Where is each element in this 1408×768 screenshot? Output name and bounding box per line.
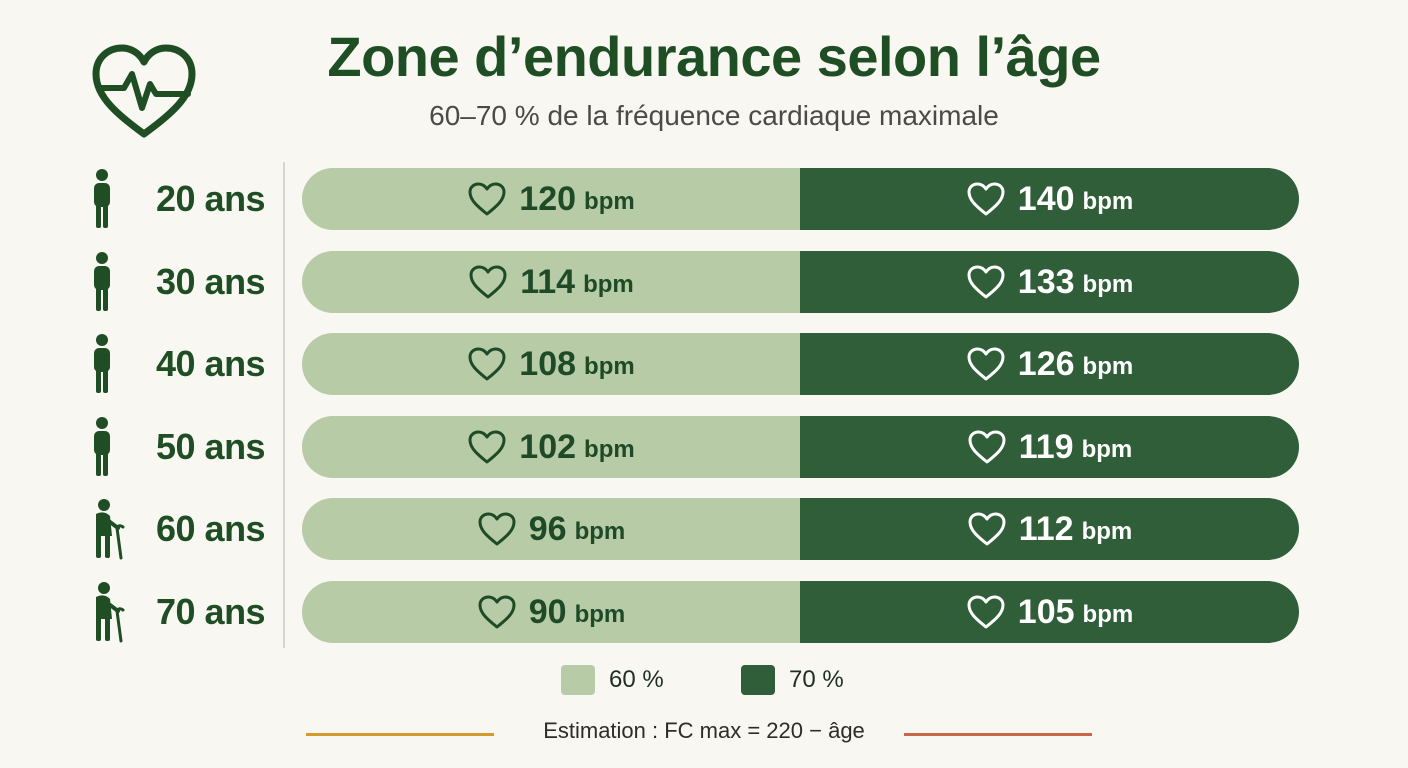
bar-value-label: 126 bbox=[1017, 344, 1075, 383]
bar-segment-70: 112 bpm bbox=[800, 498, 1299, 560]
heart-outline-icon bbox=[469, 265, 507, 299]
bar-segment-70: 133 bpm bbox=[800, 251, 1299, 313]
bar-value-label: 112 bbox=[1018, 509, 1074, 548]
legend-swatch-high bbox=[741, 665, 775, 695]
bar-value-label: 119 bbox=[1018, 427, 1074, 466]
row-label: 60 ans bbox=[88, 498, 266, 560]
bar-segment-70: 140 bpm bbox=[800, 168, 1299, 230]
person-icon-wrap bbox=[88, 251, 136, 313]
heart-outline-icon bbox=[968, 512, 1006, 546]
heart-outline-icon bbox=[967, 182, 1005, 216]
person-icon-wrap bbox=[88, 581, 136, 643]
bar-segment-60: 108 bpm bbox=[302, 333, 800, 395]
bar-unit-label: bpm bbox=[583, 271, 634, 298]
bar-value-label: 140 bbox=[1017, 179, 1075, 218]
person-icon bbox=[94, 169, 110, 228]
bar-value-label: 120 bbox=[519, 179, 577, 218]
heart-outline-icon bbox=[968, 430, 1006, 464]
bar-unit-label: bpm bbox=[584, 436, 635, 463]
bar-segment-70: 126 bpm bbox=[800, 333, 1299, 395]
age-label: 70 ans bbox=[156, 591, 266, 632]
legend-label-low: 60 % bbox=[609, 666, 664, 693]
bar-segment-60: 96 bpm bbox=[302, 498, 800, 560]
bar-unit-label: bpm bbox=[584, 188, 635, 215]
elderly-person-cane-icon bbox=[96, 499, 125, 560]
bar-value-label: 133 bbox=[1017, 262, 1075, 301]
age-label: 20 ans bbox=[156, 178, 266, 219]
bar-segment-70: 105 bpm bbox=[800, 581, 1299, 643]
person-icon-wrap bbox=[88, 416, 136, 478]
bar-row: 114 bpm 133 bpm bbox=[302, 251, 1299, 313]
legend-item-high: 70 % bbox=[741, 665, 844, 695]
person-icon-wrap bbox=[88, 333, 136, 395]
footnote-rule-right bbox=[904, 733, 1092, 736]
person-icon bbox=[94, 252, 110, 311]
legend-item-low: 60 % bbox=[561, 665, 664, 695]
row-label: 50 ans bbox=[88, 416, 266, 478]
bar-segment-60: 90 bpm bbox=[302, 581, 800, 643]
heart-outline-icon bbox=[967, 347, 1005, 381]
person-icon bbox=[94, 417, 110, 476]
heart-outline-icon bbox=[478, 595, 516, 629]
bar-value-label: 114 bbox=[520, 262, 576, 301]
axis-divider bbox=[283, 162, 285, 648]
row-label: 70 ans bbox=[88, 581, 266, 643]
bar-value-label: 108 bbox=[519, 344, 577, 383]
age-label: 60 ans bbox=[156, 508, 266, 549]
bar-row: 96 bpm 112 bpm bbox=[302, 498, 1299, 560]
age-label: 30 ans bbox=[156, 261, 266, 302]
heart-outline-icon bbox=[468, 430, 506, 464]
bar-row: 90 bpm 105 bpm bbox=[302, 581, 1299, 643]
person-icon-wrap bbox=[88, 498, 136, 560]
bar-value-label: 90 bbox=[528, 592, 567, 631]
bar-row: 120 bpm 140 bpm bbox=[302, 168, 1299, 230]
row-label: 40 ans bbox=[88, 333, 266, 395]
age-label: 40 ans bbox=[156, 343, 266, 384]
bar-segment-60: 120 bpm bbox=[302, 168, 800, 230]
heart-outline-icon bbox=[967, 595, 1005, 629]
chart-subtitle: 60–70 % de la fréquence cardiaque maxima… bbox=[429, 100, 999, 131]
chart-title: Zone d’endurance selon l’âge bbox=[327, 25, 1101, 88]
bar-value-label: 105 bbox=[1017, 592, 1075, 631]
heart-outline-icon bbox=[468, 182, 506, 216]
bar-row: 102 bpm 119 bpm bbox=[302, 416, 1299, 478]
bar-segment-60: 102 bpm bbox=[302, 416, 800, 478]
bar-row: 108 bpm 126 bpm bbox=[302, 333, 1299, 395]
row-label: 30 ans bbox=[88, 251, 266, 313]
legend-label-high: 70 % bbox=[789, 666, 844, 693]
age-label: 50 ans bbox=[156, 426, 266, 467]
bar-unit-label: bpm bbox=[584, 353, 635, 380]
heart-pulse-icon bbox=[92, 44, 196, 138]
bar-unit-label: bpm bbox=[1082, 188, 1134, 215]
bar-unit-label: bpm bbox=[1082, 271, 1134, 298]
bar-unit-label: bpm bbox=[574, 601, 626, 628]
footnote: Estimation : FC max = 220 − âge bbox=[543, 718, 865, 743]
bar-unit-label: bpm bbox=[1082, 353, 1134, 380]
bar-value-label: 102 bbox=[519, 427, 577, 466]
person-icon-wrap bbox=[88, 168, 136, 230]
heart-outline-icon bbox=[967, 265, 1005, 299]
legend-swatch-low bbox=[561, 665, 595, 695]
heart-outline-icon bbox=[468, 347, 506, 381]
row-label: 20 ans bbox=[88, 168, 266, 230]
bar-unit-label: bpm bbox=[574, 518, 626, 545]
bar-unit-label: bpm bbox=[1082, 601, 1134, 628]
bar-segment-70: 119 bpm bbox=[800, 416, 1299, 478]
person-icon bbox=[94, 334, 110, 393]
bar-unit-label: bpm bbox=[1081, 518, 1133, 545]
bar-value-label: 96 bbox=[528, 509, 567, 548]
footnote-rule-left bbox=[306, 733, 494, 736]
bar-unit-label: bpm bbox=[1081, 436, 1133, 463]
bar-segment-60: 114 bpm bbox=[302, 251, 800, 313]
elderly-person-cane-icon bbox=[96, 582, 125, 643]
heart-outline-icon bbox=[478, 512, 516, 546]
